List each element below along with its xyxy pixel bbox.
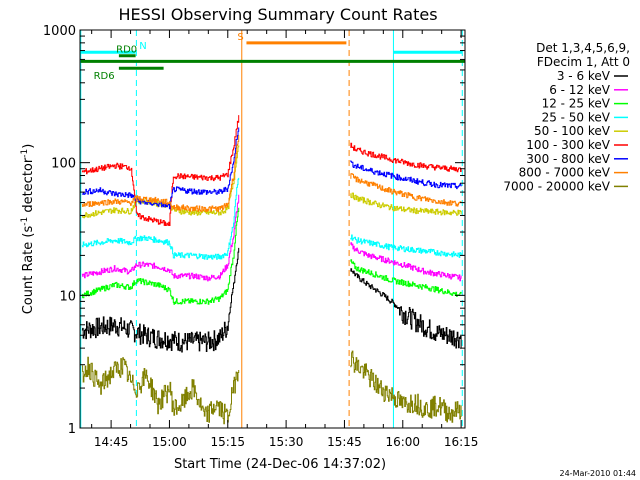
legend-label-7: 800 - 7000 keV: [519, 166, 611, 180]
x-tick-label-5: 16:00: [385, 435, 420, 449]
state-bar-label-3: S: [237, 32, 243, 43]
plot-frame: [79, 29, 466, 429]
x-tick-label-4: 15:45: [327, 435, 362, 449]
series-line-8-segment-0: [81, 356, 240, 425]
legend-label-1: 6 - 12 keV: [549, 83, 611, 97]
legend: Det 1,3,4,5,6,9, FDecim 1, Att 0 3 - 6 k…: [503, 41, 630, 193]
series-line-4-segment-1: [350, 192, 462, 216]
series-line-7-segment-0: [81, 135, 240, 213]
x-tick-label-1: 15:00: [152, 435, 187, 449]
legend-header-line-2: FDecim 1, Att 0: [537, 55, 630, 69]
y-axis-label-exponent-2: -1: [20, 149, 30, 158]
chart-title: HESSI Observing Summary Count Rates: [118, 5, 437, 24]
y-tick-label-0: 1: [68, 422, 76, 437]
series-line-2-segment-1: [350, 259, 462, 297]
x-axis-label: Start Time (24-Dec-06 14:37:02): [174, 457, 386, 472]
x-tick-label-0: 14:45: [94, 435, 129, 449]
series-line-5-segment-0: [81, 115, 240, 226]
series-line-3-segment-0: [81, 177, 240, 260]
series-line-5-segment-1: [350, 142, 462, 173]
state-bar-label-1: N: [139, 41, 146, 52]
x-tick-label-6: 16:15: [444, 435, 479, 449]
series-line-2-segment-0: [81, 207, 240, 305]
legend-label-8: 7000 - 20000 keV: [503, 179, 610, 193]
series-line-1-segment-1: [350, 242, 462, 282]
plot-area: N S RD0 RD6: [80, 30, 465, 428]
legend-label-6: 300 - 800 keV: [526, 152, 610, 166]
y-tick-label-1: 10: [59, 289, 76, 304]
legend-label-5: 100 - 300 keV: [526, 138, 610, 152]
footer-timestamp: 24-Mar-2010 01:44: [560, 469, 637, 478]
y-tick-label-3: 1000: [43, 24, 76, 39]
y-axis: 1 10 100 1000: [43, 24, 465, 437]
y-axis-label-end: ): [21, 144, 36, 149]
y-axis-label-main: Count Rate (s: [21, 226, 36, 315]
legend-header-line-1: Det 1,3,4,5,6,9,: [536, 41, 630, 55]
series-line-1-segment-0: [81, 194, 240, 282]
legend-label-3: 25 - 50 keV: [542, 110, 611, 124]
series-line-7-segment-1: [350, 173, 462, 207]
legend-label-2: 12 - 25 keV: [542, 97, 611, 111]
state-bar-label-4: RD0: [116, 45, 137, 56]
series-line-0-segment-0: [81, 247, 240, 353]
x-tick-label-2: 15:15: [210, 435, 245, 449]
y-axis-label-exponent-1: -1: [20, 217, 30, 226]
legend-label-0: 3 - 6 keV: [557, 69, 611, 83]
series-line-0-segment-1: [350, 268, 462, 349]
series-line-8-segment-1: [350, 350, 462, 423]
y-tick-label-2: 100: [51, 157, 76, 172]
state-bar-label-6: RD6: [94, 71, 115, 82]
legend-label-4: 50 - 100 keV: [534, 124, 611, 138]
series-line-3-segment-1: [350, 234, 462, 258]
series-line-6-segment-1: [350, 160, 462, 190]
x-axis: 14:45 15:00 15:15 15:30 15:45 16:00 16:15: [91, 30, 479, 449]
series-line-4-segment-0: [81, 145, 240, 219]
y-axis-label: Count Rate (s-1 detector-1): [20, 144, 36, 315]
y-axis-label-mid: detector: [21, 157, 36, 217]
x-tick-label-3: 15:30: [269, 435, 304, 449]
